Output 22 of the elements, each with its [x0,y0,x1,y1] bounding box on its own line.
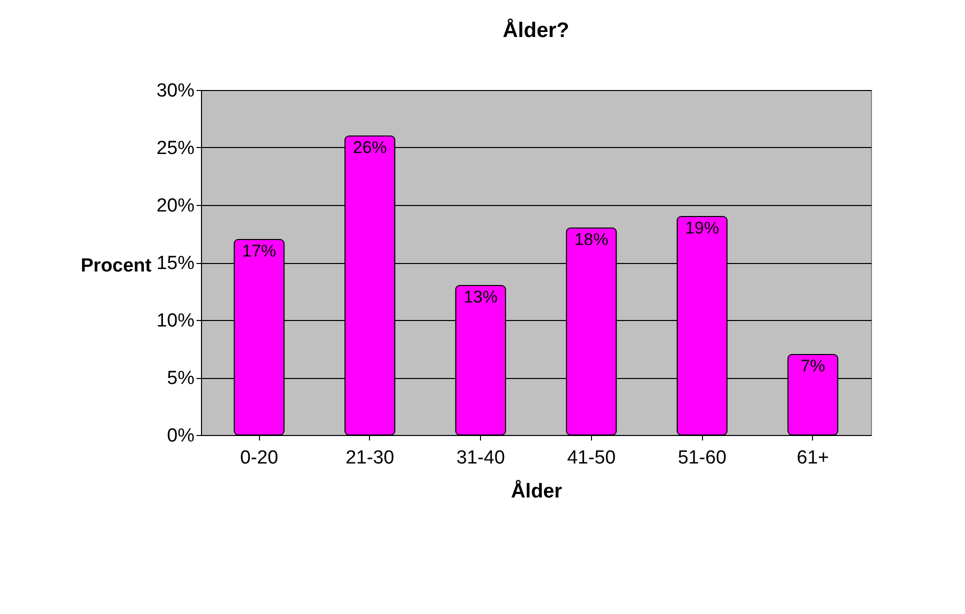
x-tick-label: 41-50 [567,448,616,468]
x-tick-label: 31-40 [456,448,505,468]
x-tick-label: 0-20 [240,448,278,468]
data-label: 7% [800,356,826,376]
data-label: 18% [574,230,608,249]
x-tick-label: 21-30 [346,448,394,468]
y-axis-title: Procent [80,256,152,276]
x-axis-title: Ålder [510,480,562,502]
y-tick-label: 5% [167,368,195,389]
chart-title: Ålder? [502,18,570,42]
y-tick-label: 10% [156,310,195,332]
y-tick-label: 25% [156,138,195,159]
y-tick-label: 30% [156,80,195,102]
data-label: 26% [352,138,387,157]
y-tick-label: 15% [156,253,195,274]
y-tick-label: 20% [156,196,195,216]
data-label: 13% [464,288,498,306]
x-tick-label: 51-60 [678,448,726,468]
x-tick-label: 61+ [796,448,829,468]
y-tick-label: 0% [167,426,195,446]
data-label: 17% [242,242,276,260]
data-label: 19% [685,218,720,238]
